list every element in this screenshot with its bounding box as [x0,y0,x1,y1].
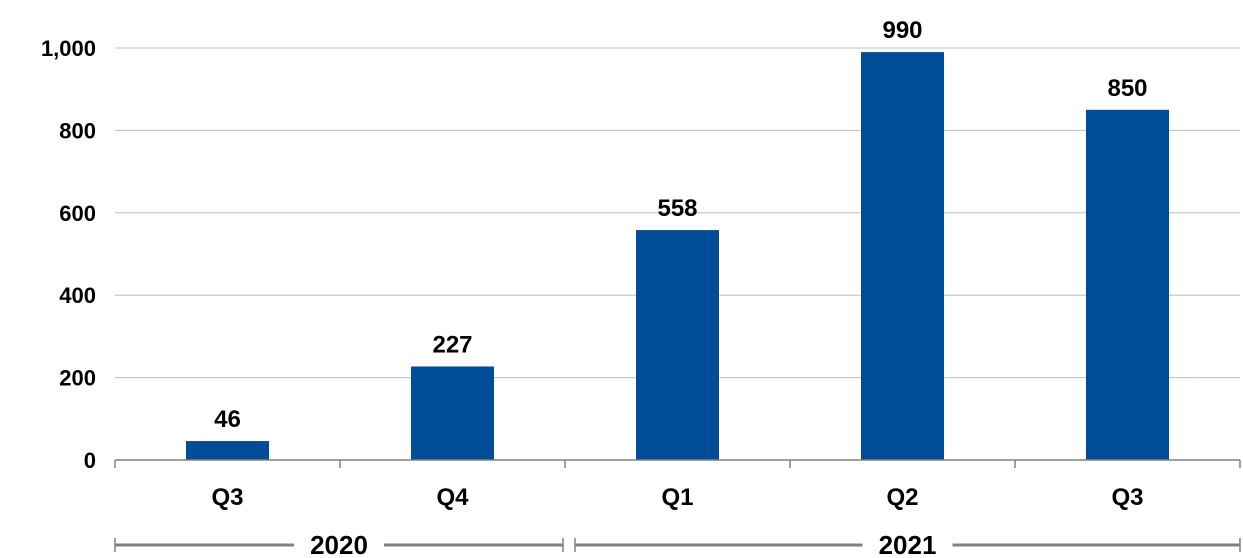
bar [186,441,269,460]
bar [1086,109,1169,461]
x-axis [114,459,1241,468]
group-label: 2020 [310,530,368,558]
group-label: 2021 [879,530,937,558]
bars [186,52,1169,461]
y-tick-label: 400 [59,283,96,308]
bar [861,52,944,461]
y-axis-tick-labels: 0 200 400 600 800 1,000 [41,36,96,473]
category-label: Q3 [1111,484,1143,511]
y-tick-label: 200 [59,366,96,391]
bar-data-label: 850 [1107,75,1147,102]
bar [411,366,494,460]
x-axis-category-labels: Q3 Q4 Q1 Q2 Q3 [211,484,1143,511]
y-tick-label: 1,000 [41,36,96,61]
y-tick-label: 600 [59,201,96,226]
category-label: Q4 [436,484,469,511]
category-label: Q3 [211,484,243,511]
y-tick-label: 0 [84,448,96,473]
bar-data-label: 990 [882,17,922,44]
category-label: Q2 [886,484,918,511]
x-axis-group-labels: 2020 2021 [114,530,1241,558]
bar-data-label: 46 [214,406,241,433]
category-label: Q1 [661,484,693,511]
y-tick-label: 800 [59,118,96,143]
bar [636,230,719,460]
bar-data-label: 227 [432,331,472,358]
gridlines [115,47,1240,379]
bar-data-labels: 46 227 558 990 850 [214,17,1147,433]
bar-data-label: 558 [657,195,697,222]
